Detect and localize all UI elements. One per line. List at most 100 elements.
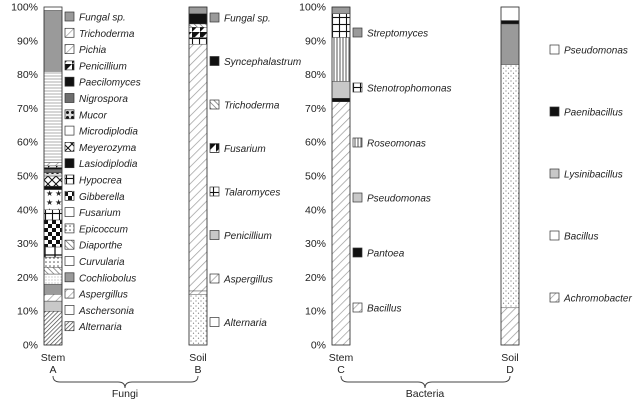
y-tick-label: 40% (17, 204, 38, 216)
fungi-bracket (52, 375, 199, 389)
bar-segment-syncephalastrum (188, 13, 208, 25)
bar-segment-alternaria (43, 311, 63, 346)
bar-segment-aspergillus (43, 294, 63, 302)
bar-a-label-top: Stem (41, 352, 66, 364)
bar-segment-bacillus (331, 101, 351, 346)
legend-label: Trichoderma (224, 101, 280, 112)
bar-segment-pseudomonas (500, 6, 520, 21)
bar-b-label-top: Soil (189, 352, 207, 364)
legend-swatch (64, 190, 75, 201)
bar-outline (43, 6, 63, 346)
legend-label: Achromobacter (563, 294, 632, 305)
legend-label: Nigrospora (79, 94, 128, 105)
y-tick-label: 30% (305, 238, 326, 250)
legend-swatch (64, 142, 75, 152)
bar-segment-pseudomonas (331, 81, 351, 99)
legend-swatch (352, 82, 363, 93)
legend-swatch (64, 305, 75, 315)
legend-swatch (352, 192, 363, 203)
y-tick-label: 0% (311, 340, 326, 352)
bar-d-label-bottom: D (506, 364, 514, 376)
y-axis-fungi: 0% 10% 20% 30% 40% 50% 60% 70% 80% 90% 100% (11, 2, 38, 352)
legend-label: Hypocrea (79, 176, 122, 187)
bar-segment-alternaria (188, 294, 208, 346)
bar-segment-roseomonas (331, 37, 351, 82)
y-tick-label: 50% (305, 171, 326, 183)
bar-segment-curvularia (43, 273, 63, 285)
legend-label: Meyerozyma (79, 143, 137, 154)
legend-swatch (549, 106, 560, 117)
legend-label: Pichia (79, 45, 107, 56)
y-tick-label: 50% (17, 171, 38, 183)
bar-segment-meyerozyma (43, 185, 63, 190)
bar-soil-fungi (188, 6, 208, 346)
bar-segment-gibberella (43, 219, 63, 248)
legend-label: Syncephalastrum (224, 57, 301, 68)
bar-segment-fusarium (188, 27, 208, 38)
y-tick-label: 100% (11, 2, 38, 14)
legend-swatch (209, 230, 220, 240)
legend-label: Diaporthe (79, 241, 123, 252)
legend-swatch (209, 12, 220, 23)
legend-label: Microdiplodia (79, 127, 138, 138)
bar-c-label-top: Stem (329, 352, 354, 364)
legend-stem-bacteria: Streptomyces Stenotrophomonas Roseomonas Ps… (352, 27, 452, 315)
group-label-fungi: Fungi (112, 388, 138, 400)
legend-label: Paenibacillus (564, 108, 623, 119)
bar-segment-aspergillus (188, 290, 208, 295)
bar-outline (188, 6, 208, 346)
legend-label: Alternaria (223, 318, 267, 329)
legend-swatch (64, 207, 75, 217)
bar-segment-stenotrophomonas (331, 13, 351, 38)
legend-swatch (209, 143, 220, 153)
y-tick-label: 70% (305, 103, 326, 115)
bar-segment-lysinibacillus (500, 23, 520, 65)
legend-swatch (64, 256, 75, 266)
y-tick-label: 0% (23, 340, 38, 352)
y-tick-label: 80% (17, 69, 38, 81)
y-tick-label: 20% (305, 272, 326, 284)
legend-swatch (64, 272, 75, 283)
legend-label: Stenotrophomonas (367, 84, 452, 95)
legend-label: Cochliobolus (79, 273, 136, 284)
y-tick-label: 10% (305, 306, 326, 318)
bar-segment-paenibacillus (500, 20, 520, 25)
legend-label: Epicoccum (79, 224, 128, 235)
y-tick-label: 20% (17, 272, 38, 284)
legend-swatch (209, 317, 220, 327)
legend-swatch (64, 174, 75, 185)
legend-label: Lysinibacillus (564, 170, 623, 181)
y-tick-label: 10% (17, 306, 38, 318)
legend-label: Roseomonas (367, 139, 426, 150)
legend-swatch (64, 288, 75, 299)
bar-segment-fungal-sp- (188, 6, 208, 14)
bar-segment-fungal-sp- (43, 10, 63, 72)
legend-swatch (352, 27, 363, 38)
bar-segment-pichia (43, 162, 63, 167)
legend-swatch (549, 292, 560, 303)
legend-swatch (209, 99, 220, 110)
legend-label: Pseudomonas (367, 194, 431, 205)
group-label-bacteria: Bacteria (406, 388, 445, 400)
legend-swatch (549, 168, 560, 179)
legend-label: Bacillus (367, 304, 401, 315)
bar-c-label-bottom: C (337, 364, 345, 376)
legend-label: Streptomyces (367, 29, 428, 40)
legend-label: Fungal sp. (79, 13, 126, 24)
bar-stem-bacteria (331, 6, 351, 346)
legend-swatch (64, 223, 75, 234)
bar-b-label-bottom: B (194, 364, 201, 376)
legend-label: Penicillium (79, 61, 127, 72)
bar-segment-streptomyces (331, 6, 351, 14)
legend-label: Mucor (79, 110, 107, 121)
y-tick-label: 90% (305, 35, 326, 47)
y-tick-label: 30% (17, 238, 38, 250)
bacteria-bracket (340, 375, 511, 389)
y-tick-label: 100% (299, 2, 326, 14)
legend-label: Talaromyces (224, 188, 280, 199)
legend-label: Fungal sp. (224, 14, 271, 25)
legend-label: Bacillus (564, 232, 598, 243)
legend-swatch (209, 186, 220, 197)
bar-outline (500, 6, 520, 346)
